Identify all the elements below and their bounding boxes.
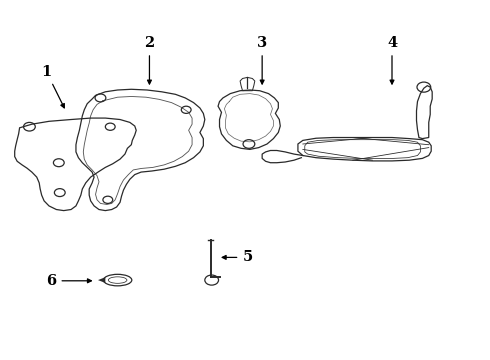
Polygon shape — [98, 277, 105, 283]
Text: 3: 3 — [257, 36, 267, 84]
Text: 2: 2 — [145, 36, 154, 84]
Text: 6: 6 — [47, 274, 91, 288]
Text: 5: 5 — [222, 251, 252, 264]
Text: 1: 1 — [42, 65, 64, 108]
Text: 4: 4 — [387, 36, 397, 84]
